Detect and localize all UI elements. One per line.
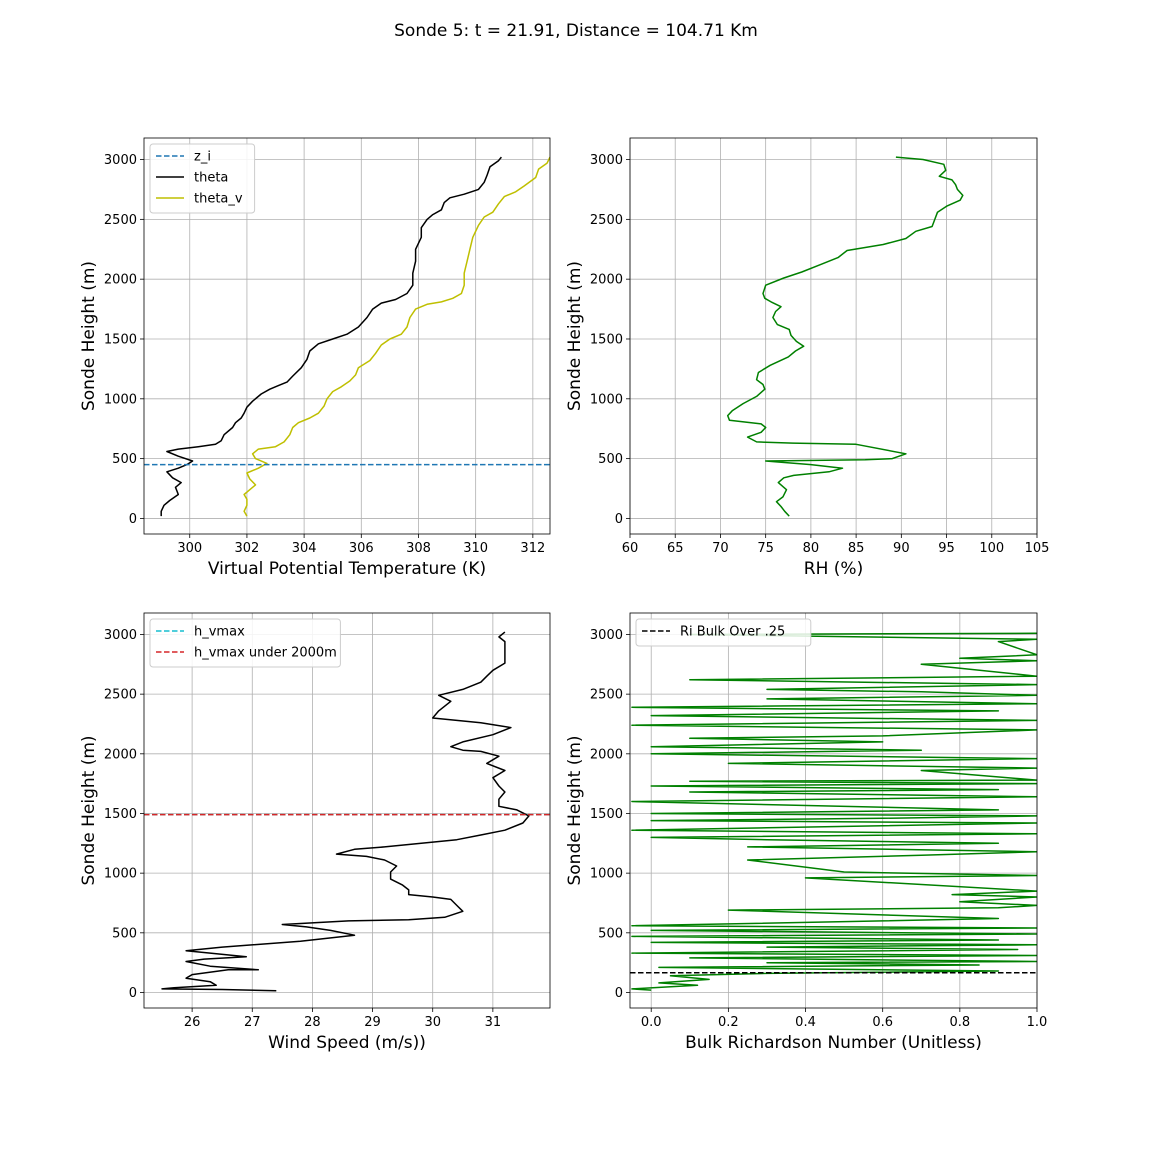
plot-area xyxy=(630,632,1037,991)
y-tick-label: 500 xyxy=(598,452,623,467)
y-tick-label: 500 xyxy=(598,926,623,941)
y-tick-label: 1500 xyxy=(590,332,623,347)
y-tick-label: 2000 xyxy=(104,747,137,762)
axes-frame xyxy=(143,137,551,535)
series-line-series-0 xyxy=(726,156,964,517)
x-tick-label: 65 xyxy=(667,541,684,556)
legend: h_vmax h_vmax under 2000m xyxy=(149,618,341,668)
x-tick-label: 90 xyxy=(893,541,910,556)
x-tick-label: 0.0 xyxy=(641,1015,662,1030)
legend-label: theta_v xyxy=(194,192,243,207)
x-tick-label: 70 xyxy=(712,541,729,556)
x-tick-label: 28 xyxy=(304,1015,321,1030)
x-tick-label: 26 xyxy=(184,1015,201,1030)
x-axis-label: Bulk Richardson Number (Unitless) xyxy=(685,1033,982,1053)
legend-box xyxy=(149,618,341,668)
y-tick-label: 2000 xyxy=(590,747,623,762)
x-tick-label: 31 xyxy=(485,1015,502,1030)
y-tick-label: 2500 xyxy=(590,688,623,703)
x-tick-label: 312 xyxy=(520,541,545,556)
x-tick-label: 80 xyxy=(803,541,820,556)
y-tick-label: 500 xyxy=(112,452,137,467)
x-axis-label: Virtual Potential Temperature (K) xyxy=(208,559,486,579)
legend: Ri Bulk Over .25 xyxy=(635,618,812,647)
plot-area xyxy=(144,156,550,517)
axes-frame xyxy=(629,137,1038,535)
legend-label: theta xyxy=(194,171,228,186)
chart-panel-theta: 300 302 304 306 308 310 312 0 500 1000 1500 2000 250… xyxy=(79,137,551,579)
x-tick-label: 105 xyxy=(1025,541,1050,556)
x-tick-label: 29 xyxy=(364,1015,381,1030)
y-tick-label: 0 xyxy=(615,512,623,527)
series-line-theta_v xyxy=(243,156,550,517)
x-tick-label: 0.8 xyxy=(949,1015,970,1030)
y-tick-label: 1500 xyxy=(104,332,137,347)
legend-label: Ri Bulk Over .25 xyxy=(680,625,785,640)
y-tick-label: 1500 xyxy=(590,807,623,822)
x-tick-label: 1.0 xyxy=(1027,1015,1048,1030)
y-tick-label: 0 xyxy=(615,986,623,1001)
y-axis-label: Sonde Height (m) xyxy=(79,261,99,411)
legend-label: h_vmax xyxy=(194,625,245,640)
chart-panel-wind: 26 27 28 29 30 31 0 500 1000 1500 2000 2500 3000 Wind… xyxy=(79,612,551,1053)
x-axis-label: RH (%) xyxy=(804,559,863,579)
plot-area xyxy=(726,156,964,517)
x-tick-label: 308 xyxy=(406,541,431,556)
y-tick-label: 2000 xyxy=(590,273,623,288)
x-tick-label: 304 xyxy=(292,541,317,556)
y-tick-label: 1000 xyxy=(590,867,623,882)
axes-frame xyxy=(629,612,1038,1009)
x-tick-label: 310 xyxy=(463,541,488,556)
x-tick-label: 0.4 xyxy=(795,1015,816,1030)
axes-frame xyxy=(143,612,551,1009)
x-tick-label: 27 xyxy=(244,1015,261,1030)
legend-box xyxy=(635,618,812,647)
y-axis-label: Sonde Height (m) xyxy=(565,735,585,885)
y-tick-label: 1000 xyxy=(104,392,137,407)
legend-box xyxy=(149,143,256,214)
x-tick-label: 306 xyxy=(349,541,374,556)
series-line-series-0 xyxy=(631,632,1037,991)
y-tick-label: 3000 xyxy=(104,628,137,643)
y-tick-label: 0 xyxy=(129,512,137,527)
x-tick-label: 30 xyxy=(424,1015,441,1030)
x-tick-label: 300 xyxy=(177,541,202,556)
x-tick-label: 0.2 xyxy=(718,1015,739,1030)
chart-panel-ri: 0.0 0.2 0.4 0.6 0.8 1.0 0 500 1000 1500 2000 2500 30… xyxy=(565,612,1048,1053)
x-tick-label: 302 xyxy=(235,541,260,556)
figure-title: Sonde 5: t = 21.91, Distance = 104.71 Km xyxy=(394,21,758,41)
y-tick-label: 2000 xyxy=(104,273,137,288)
series-line-series-0 xyxy=(161,631,530,992)
x-axis-label: Wind Speed (m/s)) xyxy=(268,1033,426,1053)
y-tick-label: 3000 xyxy=(590,628,623,643)
x-tick-label: 85 xyxy=(848,541,865,556)
y-tick-label: 0 xyxy=(129,986,137,1001)
x-tick-label: 95 xyxy=(938,541,955,556)
legend-label: h_vmax under 2000m xyxy=(194,646,337,661)
legend-label: z_i xyxy=(194,150,211,165)
x-tick-label: 100 xyxy=(979,541,1004,556)
y-tick-label: 1000 xyxy=(104,867,137,882)
y-axis-label: Sonde Height (m) xyxy=(79,735,99,885)
y-tick-label: 1000 xyxy=(590,392,623,407)
y-tick-label: 3000 xyxy=(590,153,623,168)
y-tick-label: 2500 xyxy=(104,688,137,703)
y-tick-label: 3000 xyxy=(104,153,137,168)
x-tick-label: 0.6 xyxy=(872,1015,893,1030)
y-axis-label: Sonde Height (m) xyxy=(565,261,585,411)
plot-area xyxy=(144,631,550,992)
y-tick-label: 2500 xyxy=(104,213,137,228)
x-tick-label: 75 xyxy=(757,541,774,556)
chart-panel-rh: 60 65 70 75 80 85 90 95 100 105 0 500 1000 1500 2000 25… xyxy=(565,137,1050,579)
y-tick-label: 500 xyxy=(112,926,137,941)
x-tick-label: 60 xyxy=(622,541,639,556)
y-tick-label: 1500 xyxy=(104,807,137,822)
y-tick-label: 2500 xyxy=(590,213,623,228)
